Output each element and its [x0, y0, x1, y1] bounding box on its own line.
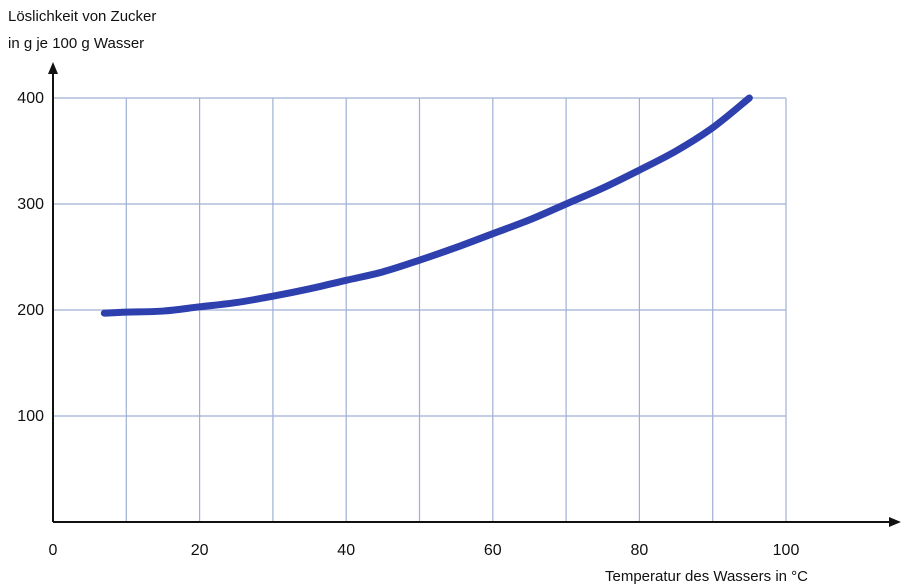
y-axis-arrow-icon: [48, 62, 58, 74]
y-tick-label-300: 300: [17, 196, 44, 213]
x-axis-arrow-icon: [889, 517, 901, 527]
series-layer: [100, 94, 753, 317]
tick-labels: 0 20 40 60 80 100 100 200 300 400: [17, 90, 799, 559]
y-axis-title-line-1: Löslichkeit von Zucker: [8, 8, 156, 25]
x-tick-label-60: 60: [484, 542, 502, 559]
y-tick-label-100: 100: [17, 408, 44, 425]
solubility-curve-0: [100, 94, 753, 317]
x-axis-title: Temperatur des Wassers in °C: [605, 568, 808, 585]
y-tick-label-200: 200: [17, 302, 44, 319]
y-axis-title-line-2: in g je 100 g Wasser: [8, 35, 144, 52]
x-tick-label-80: 80: [631, 542, 649, 559]
x-tick-label-20: 20: [191, 542, 209, 559]
axes: [48, 62, 901, 527]
y-tick-label-400: 400: [17, 90, 44, 107]
x-tick-label-100: 100: [773, 542, 800, 559]
x-tick-label-0: 0: [49, 542, 58, 559]
x-tick-label-40: 40: [337, 542, 355, 559]
